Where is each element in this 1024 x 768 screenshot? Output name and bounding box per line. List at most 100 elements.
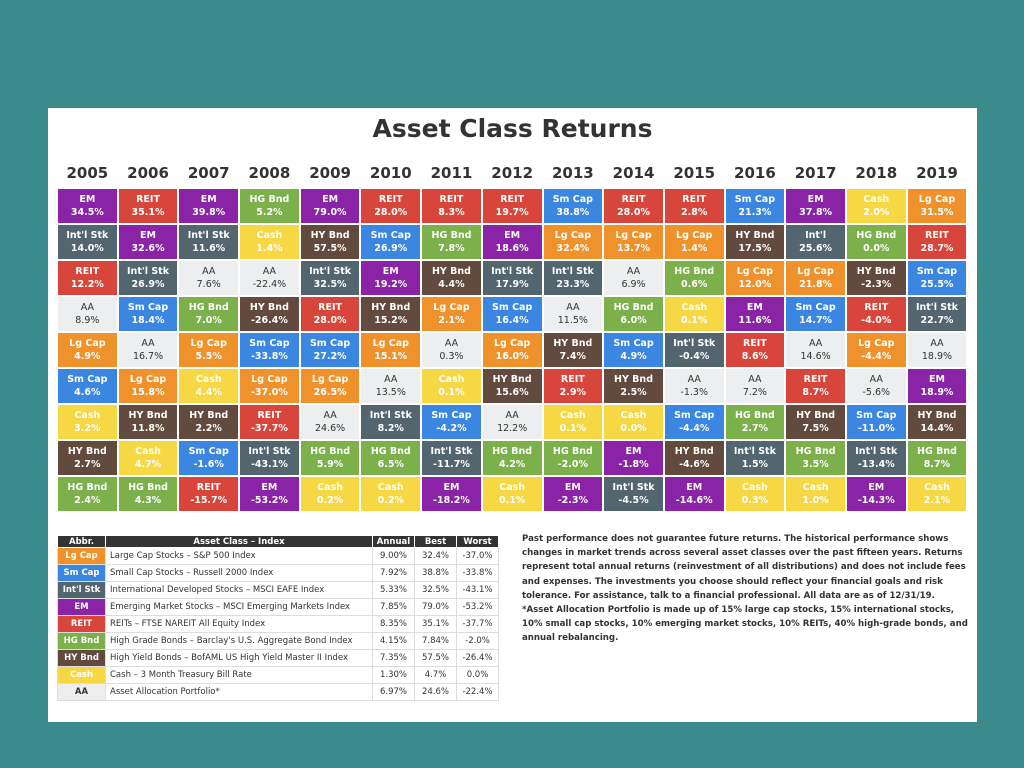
return-cell: Lg Cap 4.9% — [57, 332, 118, 368]
cell-asset-class: Cash — [863, 194, 890, 205]
return-cell: Lg Cap 13.7% — [603, 224, 664, 260]
return-cell: HY Bnd -4.6% — [663, 440, 725, 476]
cell-asset-class: Lg Cap — [433, 302, 470, 313]
cell-return-value: 0.1% — [681, 315, 708, 326]
return-cell: Lg Cap 12.0% — [724, 260, 786, 296]
return-cell: Cash 1.4% — [239, 224, 300, 260]
cell-return-value: 7.2% — [742, 387, 767, 398]
year-label: 2014 — [612, 164, 655, 182]
cell-asset-class: Sm Cap — [674, 410, 715, 421]
cell-asset-class: Lg Cap — [251, 374, 288, 385]
cell-return-value: -14.3% — [857, 495, 895, 506]
return-cell: Sm Cap -33.8% — [239, 332, 300, 368]
cell-return-value: 2.7% — [74, 459, 101, 470]
cell-return-value: 2.2% — [195, 423, 222, 434]
return-cell: AA 0.3% — [421, 332, 482, 368]
cell-return-value: 19.7% — [495, 207, 529, 218]
cell-asset-class: EM — [322, 194, 339, 205]
return-cell: REIT 8.3% — [421, 188, 482, 224]
cell-return-value: 34.5% — [70, 207, 104, 218]
cell-return-value: 2.5% — [620, 387, 647, 398]
year-label: 2016 — [734, 164, 776, 182]
return-cell: Cash 0.2% — [299, 476, 361, 512]
cell-return-value: 24.6% — [315, 423, 346, 434]
cell-asset-class: Cash — [195, 374, 222, 385]
cell-asset-class: REIT — [136, 194, 160, 205]
cell-asset-class: HY Bnd — [674, 446, 714, 457]
cell-return-value: 4.4% — [438, 279, 465, 290]
cell-asset-class: Int'l Stk — [309, 266, 352, 277]
cell-return-value: 13.7% — [617, 243, 651, 254]
cell-asset-class: HG Bnd — [310, 446, 351, 457]
cell-return-value: 11.6% — [738, 315, 772, 326]
cell-asset-class: Int'l Stk — [551, 266, 594, 277]
cell-asset-class: REIT — [257, 410, 282, 421]
cell-return-value: 8.9% — [75, 315, 100, 326]
return-cell: REIT 8.6% — [724, 332, 786, 368]
return-cell: Lg Cap 32.4% — [542, 224, 604, 260]
cell-return-value: -33.8% — [250, 351, 288, 362]
year-label: 2009 — [309, 164, 351, 182]
cell-return-value: 12.2% — [70, 279, 104, 290]
return-cell: REIT 28.0% — [603, 188, 664, 224]
return-cell: Sm Cap 14.7% — [785, 296, 846, 332]
cell-return-value: -43.1% — [250, 459, 288, 470]
return-cell: AA 7.6% — [178, 260, 240, 296]
cell-return-value: -0.4% — [679, 351, 710, 362]
cell-return-value: 26.5% — [313, 387, 347, 398]
legend-best: 38.8% — [414, 564, 457, 582]
return-cell: HG Bnd 2.4% — [57, 476, 118, 512]
return-cell: HY Bnd -2.3% — [845, 260, 907, 296]
cell-return-value: 0.6% — [681, 279, 708, 290]
legend-row: AA Asset Allocation Portfolio* 6.97% 24.6% -… — [57, 683, 499, 701]
cell-asset-class: HG Bnd — [613, 302, 654, 313]
cell-return-value: 26.9% — [131, 279, 165, 290]
return-cell: AA -1.3% — [663, 368, 725, 404]
cell-asset-class: Lg Cap — [311, 374, 349, 385]
cell-return-value: 11.6% — [192, 243, 226, 254]
cell-asset-class: Lg Cap — [918, 194, 956, 205]
return-cell: Cash 0.0% — [603, 404, 664, 440]
return-cell: Lg Cap 15.8% — [117, 368, 179, 404]
cell-return-value: 2.9% — [559, 387, 587, 398]
legend-asset-name: Asset Allocation Portfolio* — [105, 683, 373, 701]
cell-asset-class: HG Bnd — [492, 446, 533, 457]
cell-asset-class: HY Bnd — [796, 410, 836, 421]
year-label: 2008 — [248, 164, 291, 182]
cell-asset-class: AA — [566, 302, 580, 313]
return-cell: REIT 2.9% — [542, 368, 604, 404]
cell-asset-class: AA — [141, 338, 155, 349]
cell-asset-class: REIT — [925, 230, 949, 241]
legend-annual: 4.15% — [372, 632, 415, 650]
legend-abbr: REIT — [57, 615, 106, 633]
return-cell: HY Bnd 4.4% — [421, 260, 482, 296]
cell-return-value: 7.4% — [559, 351, 587, 362]
legend-asset-name: Large Cap Stocks – S&P 500 Index — [105, 547, 373, 565]
legend-asset-name: International Developed Stocks – MSCI EA… — [105, 581, 373, 599]
cell-return-value: 8.7% — [923, 459, 951, 470]
return-cell: Cash 0.1% — [663, 296, 725, 332]
cell-return-value: 2.7% — [741, 423, 769, 434]
legend-annual: 7.92% — [372, 564, 415, 582]
cell-return-value: 2.1% — [438, 315, 465, 326]
return-cell: HG Bnd 7.8% — [421, 224, 482, 260]
cell-asset-class: REIT — [560, 374, 585, 385]
return-cell: Cash 2.0% — [845, 188, 907, 224]
return-cell: Int'l Stk 17.9% — [481, 260, 543, 296]
cell-return-value: -4.2% — [436, 423, 467, 434]
cell-return-value: 17.5% — [738, 243, 772, 254]
cell-return-value: 0.0% — [620, 423, 647, 434]
cell-asset-class: EM — [746, 302, 763, 313]
legend-row: Lg Cap Large Cap Stocks – S&P 500 Index 9.… — [57, 547, 499, 565]
return-cell: REIT 28.0% — [299, 296, 361, 332]
cell-asset-class: Int'l Stk — [248, 446, 291, 457]
cell-return-value: 31.5% — [920, 207, 954, 218]
return-cell: Cash 0.1% — [542, 404, 604, 440]
cell-return-value: 4.6% — [74, 387, 101, 398]
return-cell: REIT -37.7% — [239, 404, 300, 440]
return-cell: Int'l Stk 22.7% — [906, 296, 968, 332]
cell-return-value: -2.0% — [557, 459, 588, 470]
legend-annual: 1.30% — [372, 666, 415, 684]
cell-asset-class: Sm Cap — [431, 410, 472, 421]
return-cell: EM 19.2% — [360, 260, 422, 296]
